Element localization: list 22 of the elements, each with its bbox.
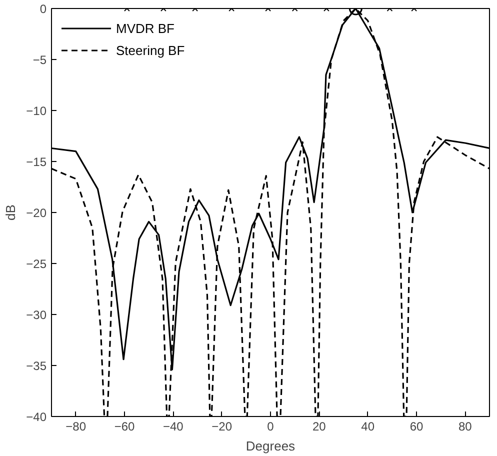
x-tick-label: −80: [66, 420, 86, 434]
y-tick-label: −40: [26, 410, 47, 424]
legend-label: Steering BF: [116, 42, 185, 58]
x-tick-label: −40: [162, 420, 184, 434]
x-tick-label: 20: [312, 420, 326, 434]
y-tick-label: −15: [26, 155, 47, 169]
y-tick-label: −35: [26, 359, 47, 373]
y-tick-label: −30: [26, 308, 47, 322]
y-axis-title: dB: [3, 204, 18, 220]
x-tick-label: 80: [458, 420, 472, 434]
y-tick-label: −20: [26, 206, 47, 220]
y-tick-label: −25: [26, 257, 47, 271]
y-tick-label: −5: [32, 53, 47, 67]
legend-label: MVDR BF: [116, 20, 174, 36]
y-tick-label: −10: [26, 104, 47, 118]
x-tick-label: 0: [267, 420, 274, 434]
x-tick-label: −20: [212, 420, 232, 434]
y-tick-label: 0: [40, 2, 47, 16]
x-tick-label: 60: [410, 420, 424, 434]
x-tick-label: 40: [361, 420, 375, 434]
x-tick-label: −60: [114, 420, 136, 434]
x-axis-title: Degrees: [246, 438, 296, 454]
